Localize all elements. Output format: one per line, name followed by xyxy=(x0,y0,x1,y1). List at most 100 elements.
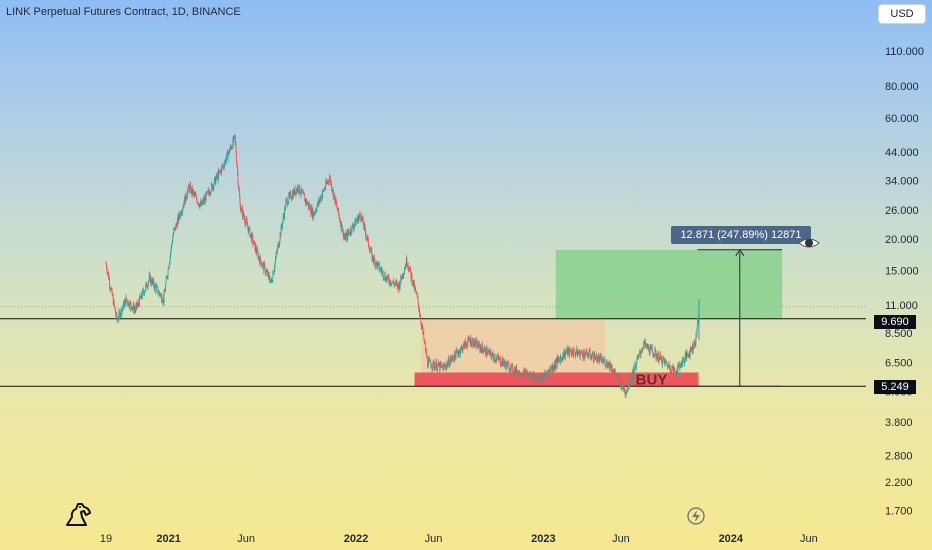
candle xyxy=(478,342,480,345)
candle xyxy=(663,358,664,360)
candle xyxy=(648,346,650,349)
eye-icon[interactable] xyxy=(797,235,821,251)
candle xyxy=(501,360,503,366)
candle xyxy=(534,375,536,382)
currency-button[interactable]: USD xyxy=(878,4,926,24)
candle xyxy=(450,357,451,361)
candle xyxy=(449,365,450,367)
candle xyxy=(154,284,156,287)
candle xyxy=(642,348,643,350)
candle xyxy=(418,303,420,310)
candle xyxy=(573,349,575,357)
candle xyxy=(203,199,204,203)
candle xyxy=(599,357,600,362)
candle xyxy=(690,347,692,350)
candle xyxy=(190,187,192,193)
candle xyxy=(218,170,219,180)
candle xyxy=(370,250,371,251)
candle xyxy=(488,351,489,353)
profit-target-zone[interactable] xyxy=(555,249,783,319)
candle xyxy=(646,343,647,345)
candle xyxy=(274,262,276,269)
candle xyxy=(323,189,325,192)
candle xyxy=(440,364,442,366)
candle xyxy=(341,230,343,232)
candle xyxy=(471,344,472,346)
candle xyxy=(232,138,234,142)
candle xyxy=(140,293,142,299)
candle xyxy=(162,301,163,303)
candle xyxy=(212,185,214,190)
candle xyxy=(317,202,318,206)
candle xyxy=(233,136,235,142)
candle xyxy=(299,184,300,193)
candle xyxy=(494,356,496,361)
candle xyxy=(692,348,694,351)
candle xyxy=(576,348,578,353)
candle xyxy=(245,219,247,222)
candle xyxy=(385,279,387,282)
candle xyxy=(363,224,365,228)
candle xyxy=(265,273,267,274)
candle xyxy=(221,167,222,174)
candle xyxy=(652,351,654,355)
candle xyxy=(359,213,361,216)
time-axis[interactable]: 19 2021 Jun 2022 Jun 2023 Jun 2024 Jun xyxy=(100,533,818,545)
candle xyxy=(312,208,314,218)
candle xyxy=(595,354,597,357)
lightning-icon[interactable] xyxy=(686,506,706,526)
price-axis[interactable]: 150.000110.00080.00060.00044.00034.00026… xyxy=(885,12,925,517)
candle xyxy=(549,369,551,372)
candle xyxy=(527,373,528,377)
tradingview-dino-icon[interactable] xyxy=(64,501,94,527)
candle xyxy=(386,277,388,280)
candle xyxy=(423,332,425,340)
candle xyxy=(599,356,601,362)
candle xyxy=(320,197,321,201)
candle xyxy=(314,212,316,214)
candle xyxy=(685,353,686,356)
candle xyxy=(152,279,154,283)
candle xyxy=(283,215,284,217)
candle xyxy=(519,375,521,377)
candle xyxy=(593,359,595,361)
candle xyxy=(511,364,513,366)
candle xyxy=(336,204,338,209)
candle xyxy=(545,373,547,376)
candle xyxy=(612,371,614,373)
candle xyxy=(527,372,529,377)
candle xyxy=(327,180,329,182)
candle xyxy=(320,196,322,201)
candle xyxy=(574,353,576,356)
candle xyxy=(199,204,201,208)
candle xyxy=(206,191,208,194)
x-tick-label: 2021 xyxy=(156,533,180,545)
candle xyxy=(252,236,254,244)
candle xyxy=(663,359,665,361)
candle xyxy=(515,367,517,373)
candle xyxy=(580,352,582,354)
candle xyxy=(244,221,246,225)
candle xyxy=(636,358,638,365)
candle xyxy=(132,307,134,309)
candle xyxy=(671,368,673,372)
candle xyxy=(328,177,330,182)
candle xyxy=(570,351,572,354)
candle xyxy=(622,382,623,388)
candle xyxy=(564,350,565,357)
candle xyxy=(325,181,327,188)
candle xyxy=(563,356,565,359)
candle xyxy=(378,263,379,265)
candle xyxy=(244,217,245,222)
candle xyxy=(129,302,131,309)
candle xyxy=(435,366,436,370)
candle xyxy=(481,344,483,349)
candle xyxy=(160,294,162,296)
candle xyxy=(561,357,563,359)
candle xyxy=(453,358,454,360)
candle xyxy=(456,351,458,352)
candle xyxy=(520,375,522,378)
buy-zone[interactable] xyxy=(414,372,699,387)
